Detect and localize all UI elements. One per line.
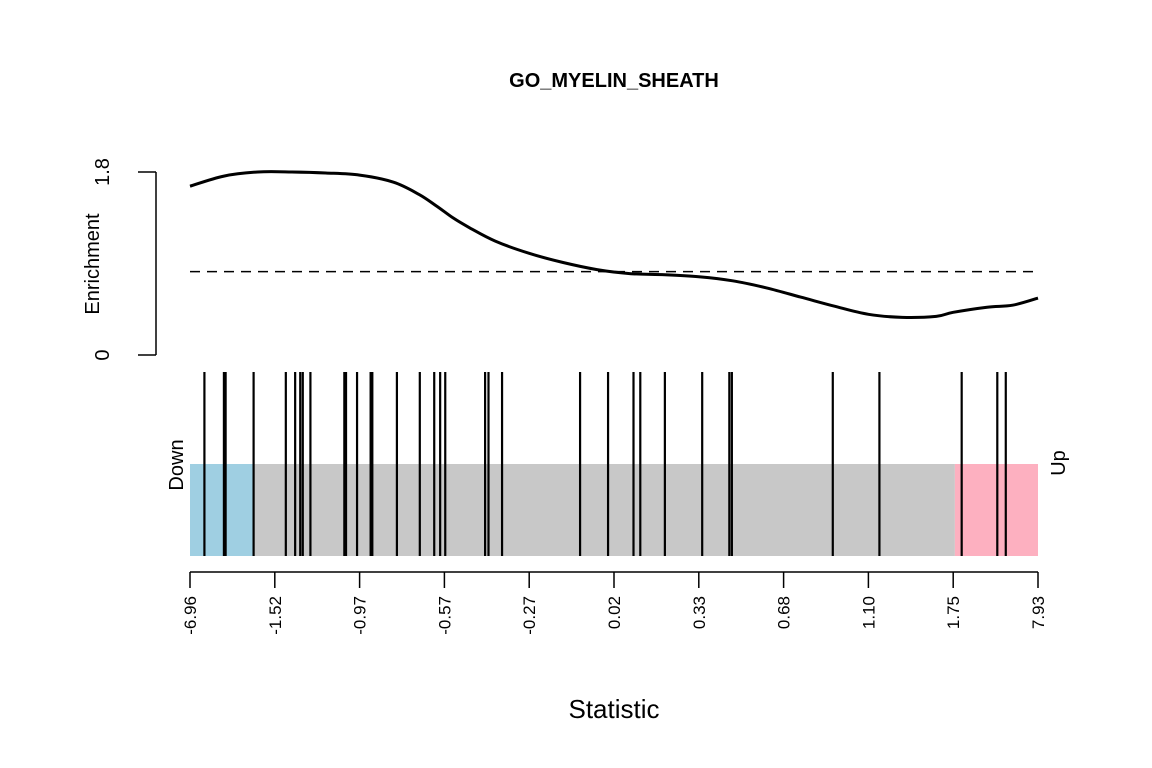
x-tick-label: -1.52 <box>266 596 285 635</box>
x-tick-label: 0.33 <box>690 596 709 629</box>
x-axis-label: Statistic <box>568 694 659 724</box>
down-label: Down <box>166 439 188 490</box>
x-tick-label: 1.75 <box>944 596 963 629</box>
enrichment-panel: 1.8 0 Enrichment <box>82 158 1039 361</box>
middle-region <box>253 464 955 556</box>
x-tick-label: -0.57 <box>435 596 454 635</box>
x-tick-label: 0.68 <box>775 596 794 629</box>
x-tick-label: -0.97 <box>351 596 370 635</box>
down-region <box>190 464 254 556</box>
up-label: Up <box>1048 450 1070 476</box>
x-tick-label: -6.96 <box>181 596 200 635</box>
x-tick-label: -0.27 <box>520 596 539 635</box>
chart-title: GO_MYELIN_SHEATH <box>509 70 719 92</box>
y-tick-label-max: 1.8 <box>92 158 114 186</box>
x-tick-label: 7.93 <box>1029 596 1048 629</box>
barcode-panel: Down Up <box>166 372 1070 556</box>
enrichment-curve <box>189 170 1039 319</box>
y-tick-label-min: 0 <box>92 349 114 360</box>
x-axis: -6.96 -1.52 -0.97 -0.57 -0.27 0.02 0.33 0.68 1.1… <box>181 571 1048 724</box>
x-tick-label: 1.10 <box>859 596 878 629</box>
x-tick-label: 0.02 <box>605 596 624 629</box>
y-axis-label: Enrichment <box>82 213 104 315</box>
